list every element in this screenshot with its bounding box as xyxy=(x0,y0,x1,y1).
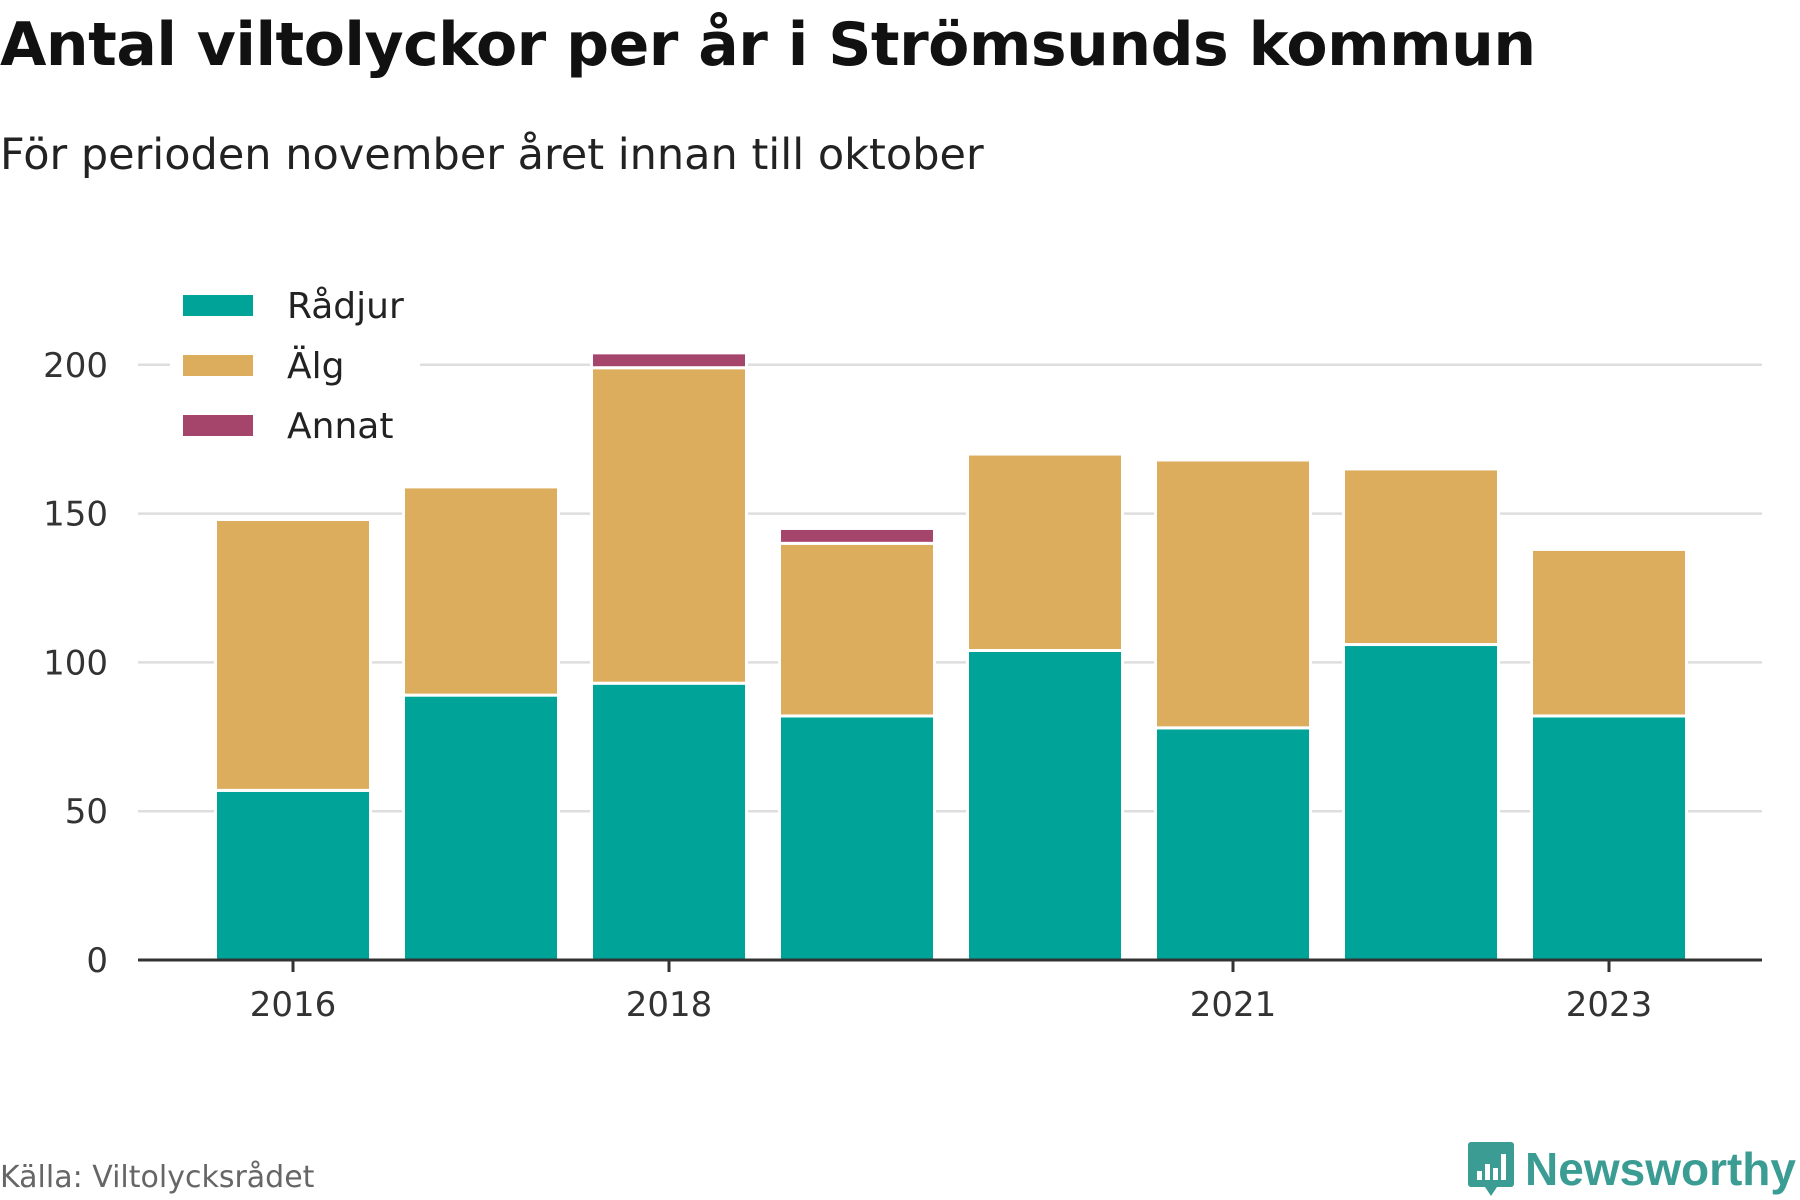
bar-segment-annat-2018 xyxy=(590,351,748,370)
legend-swatch--lg xyxy=(183,355,253,376)
axes: 0 50 100 150 200 2016 2018 2021 2023 xyxy=(43,346,1762,1025)
bar-segment-annat-2023 xyxy=(1530,544,1688,551)
chart-subtitle: För perioden november året innan till ok… xyxy=(0,130,984,180)
y-tick-label: 100 xyxy=(43,643,108,683)
legend: Rådjur Älg Annat xyxy=(170,280,420,460)
bar-segment--lg-2023 xyxy=(1530,547,1688,718)
bar-segment-r-djur-2021 xyxy=(1154,726,1312,962)
x-tick-label: 2016 xyxy=(250,985,337,1025)
bar-segment--lg-2017 xyxy=(402,485,560,697)
x-tick-label: 2023 xyxy=(1566,985,1653,1025)
legend-label: Älg xyxy=(287,345,344,387)
bars xyxy=(214,351,1688,962)
bar-segment-annat-2019 xyxy=(778,526,936,545)
bar-segment-r-djur-2022 xyxy=(1342,643,1500,962)
legend-swatch-annat xyxy=(183,415,253,436)
bar-segment-r-djur-2018 xyxy=(590,681,748,962)
bar-segment--lg-2020 xyxy=(966,452,1124,652)
bar-segment--lg-2016 xyxy=(214,518,372,792)
legend-label: Rådjur xyxy=(287,286,404,327)
bar-segment-annat-2017 xyxy=(402,482,560,489)
bar-segment--lg-2022 xyxy=(1342,467,1500,647)
x-tick-label: 2021 xyxy=(1190,985,1277,1025)
y-tick-label: 150 xyxy=(43,495,108,535)
bar-chart-speech-bubble-icon xyxy=(1468,1142,1515,1196)
x-tick-label: 2018 xyxy=(626,985,713,1025)
brand-logo: Newsworthy xyxy=(1467,1140,1796,1198)
bar-segment-r-djur-2016 xyxy=(214,788,372,962)
y-tick-label: 0 xyxy=(86,941,108,981)
legend-label: Annat xyxy=(287,406,393,447)
bar-segment--lg-2018 xyxy=(590,366,748,685)
bar-segment--lg-2019 xyxy=(778,541,936,718)
bar-segment--lg-2021 xyxy=(1154,458,1312,730)
source-note: Källa: Viltolycksrådet xyxy=(0,1160,315,1195)
bar-segment-r-djur-2020 xyxy=(966,648,1124,962)
bar-segment-r-djur-2019 xyxy=(778,714,936,962)
y-tick-label: 50 xyxy=(65,792,108,832)
chart-title: Antal viltolyckor per år i Strömsunds ko… xyxy=(0,10,1536,80)
bar-segment-r-djur-2023 xyxy=(1530,714,1688,962)
brand-name: Newsworthy xyxy=(1525,1143,1796,1195)
y-tick-label: 200 xyxy=(43,346,108,386)
bar-segment-r-djur-2017 xyxy=(402,693,560,962)
legend-swatch-r-djur xyxy=(183,295,253,316)
